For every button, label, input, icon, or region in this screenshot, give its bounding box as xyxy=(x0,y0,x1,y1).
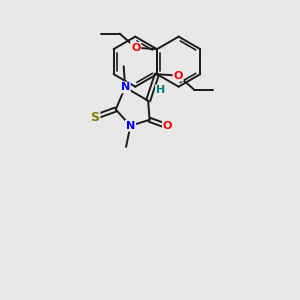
Text: H: H xyxy=(156,85,165,95)
Text: O: O xyxy=(173,71,183,81)
Text: O: O xyxy=(131,43,140,53)
Text: O: O xyxy=(163,122,172,131)
Text: N: N xyxy=(121,82,130,92)
Text: S: S xyxy=(91,111,100,124)
Text: N: N xyxy=(126,121,135,131)
